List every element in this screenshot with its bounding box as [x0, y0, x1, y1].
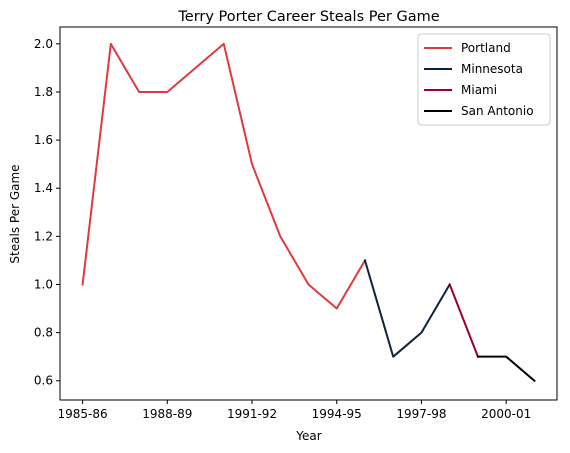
y-tick-label: 1.0	[34, 277, 53, 291]
chart-title: Terry Porter Career Steals Per Game	[177, 9, 439, 25]
legend: Portland Minnesota Miami San Antonio	[417, 33, 551, 126]
y-tick-label: 0.6	[34, 374, 53, 388]
x-axis-label: Year	[295, 429, 321, 443]
legend-box	[417, 33, 551, 126]
y-tick-label: 1.4	[34, 181, 53, 195]
x-tick-label: 1988-89	[142, 407, 192, 421]
legend-label: San Antonio	[461, 104, 534, 118]
x-tick-label: 1985-86	[58, 407, 108, 421]
x-tick-label: 1991-92	[227, 407, 277, 421]
x-tick-label: 2000-01	[481, 407, 531, 421]
plot-frame	[59, 26, 558, 401]
y-tick-label: 1.2	[34, 229, 53, 243]
y-tick-label: 2.0	[34, 37, 53, 51]
legend-label: Portland	[461, 41, 511, 55]
series-line-miami	[448, 283, 480, 358]
x-tick-label: 1997-98	[396, 407, 446, 421]
y-tick-label: 0.8	[34, 326, 53, 340]
series-line-minnesota	[363, 259, 452, 358]
x-tick-label: 1994-95	[312, 407, 362, 421]
y-tick-label: 1.6	[34, 133, 53, 147]
y-axis-label: Steals Per Game	[8, 164, 22, 263]
series-line-san-antonio	[476, 355, 536, 383]
legend-label: Miami	[461, 83, 497, 97]
y-tick-label: 1.8	[34, 85, 53, 99]
legend-label: Minnesota	[461, 62, 523, 76]
series-line-portland	[81, 42, 367, 310]
